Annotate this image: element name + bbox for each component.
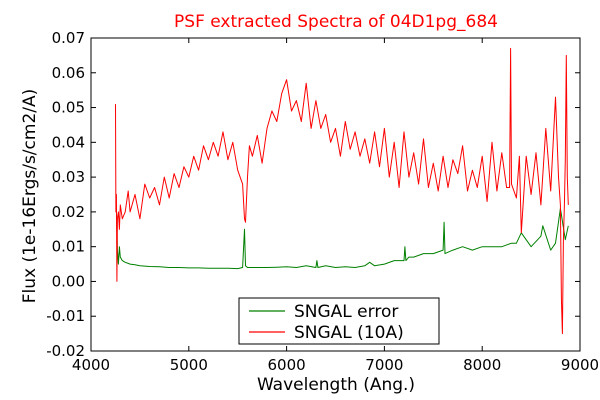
y-tick-label: 0.04 (52, 133, 85, 151)
y-tick-label: -0.01 (46, 307, 85, 325)
legend-label-sngal-10a: SNGAL (10A) (294, 323, 404, 343)
y-tick-label: 0.05 (52, 99, 85, 117)
y-tick-labels: -0.02 -0.01 0.00 0.01 0.02 0.03 0.04 0.05 0.06 0.… (46, 29, 85, 360)
plot-frame (90, 37, 581, 352)
y-tick-label: 0.07 (52, 29, 85, 47)
y-tick-label: -0.02 (46, 342, 85, 360)
legend: SNGAL error SNGAL (10A) (238, 297, 440, 345)
x-tick-label: 4000 (72, 356, 110, 374)
legend-box (238, 297, 440, 345)
chart-title: PSF extracted Spectra of 04D1pg_684 (174, 12, 498, 32)
x-tick-label: 6000 (268, 356, 306, 374)
y-axis-title: Flux (1e-16Ergs/s/cm2/A) (20, 89, 40, 304)
series-line-sngal-10a (115, 47, 569, 335)
x-tick-label: 9000 (561, 356, 599, 374)
series-line-sngal-error (115, 207, 569, 270)
x-tick-label: 8000 (463, 356, 501, 374)
x-tick-labels: 4000 5000 6000 7000 8000 9000 (72, 356, 599, 374)
x-axis-title: Wavelength (Ang.) (257, 375, 415, 395)
x-tick-label: 7000 (365, 356, 403, 374)
series-layer (115, 47, 569, 335)
ticks-layer (90, 37, 581, 352)
y-tick-label: 0.03 (52, 168, 85, 186)
y-tick-label: 0.06 (52, 64, 85, 82)
x-tick-label: 5000 (170, 356, 208, 374)
legend-label-sngal-error: SNGAL error (294, 302, 398, 322)
y-tick-label: 0.00 (52, 272, 85, 290)
y-tick-label: 0.01 (52, 238, 85, 256)
y-tick-label: 0.02 (52, 203, 85, 221)
